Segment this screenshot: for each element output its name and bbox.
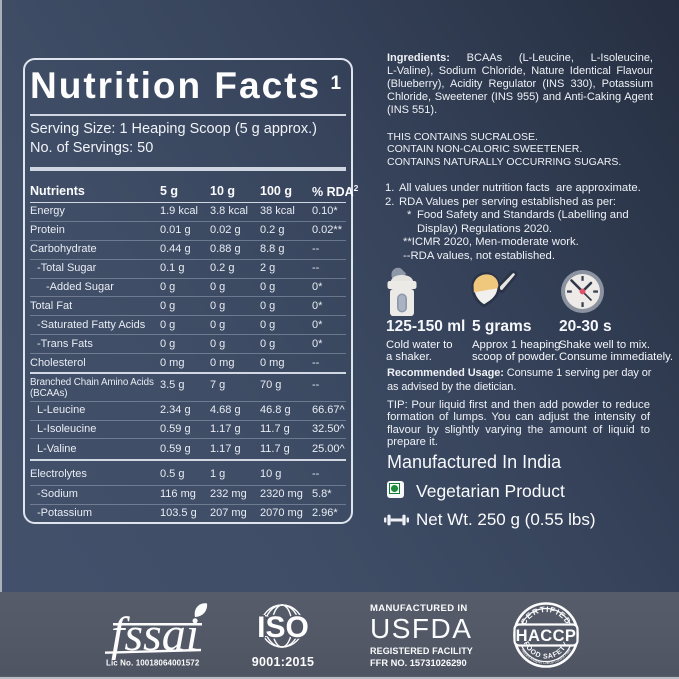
svg-text:HACCP: HACCP — [516, 627, 577, 645]
svg-text:9001:2015: 9001:2015 — [252, 655, 314, 669]
svg-text:Lic No. 10018064001572: Lic No. 10018064001572 — [106, 659, 200, 668]
svg-text:ISO: ISO — [257, 611, 309, 644]
